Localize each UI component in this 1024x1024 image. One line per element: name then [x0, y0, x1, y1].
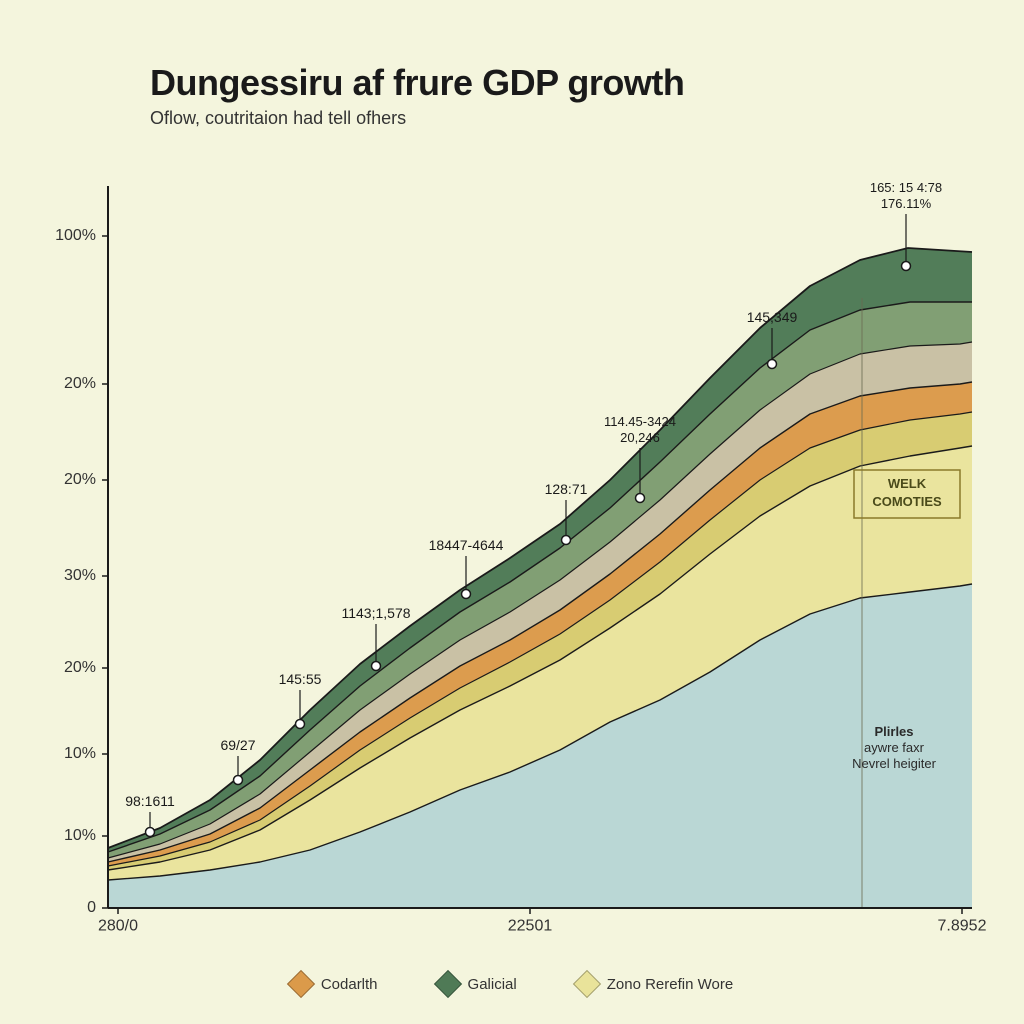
area-chart: 0 10% 10% 20% 30% 20% 20% 100% 280/0 22501 7.8952 9…	[0, 0, 1024, 1024]
inline-annotation: Nevrel heigiter	[852, 756, 936, 771]
y-tick-label: 20%	[64, 471, 96, 488]
legend-swatch	[287, 970, 315, 998]
legend-item: Zono Rerefin Wore	[577, 974, 733, 994]
y-tick-label: 10%	[64, 745, 96, 762]
legend-swatch	[573, 970, 601, 998]
marker-label: 20,246	[620, 430, 660, 445]
x-tick-label: 22501	[508, 917, 553, 934]
data-marker	[636, 494, 645, 503]
legend: Codarlth Galicial Zono Rerefin Wore	[0, 974, 1024, 994]
marker-label: 18447-4644	[429, 537, 504, 553]
data-marker	[768, 360, 777, 369]
callout-box-text: WELK	[888, 476, 927, 491]
y-tick-label: 20%	[64, 375, 96, 392]
data-marker	[562, 536, 571, 545]
x-tick-label: 7.8952	[938, 917, 987, 934]
marker-label: 145,349	[747, 309, 798, 325]
data-marker	[296, 720, 305, 729]
legend-item: Galicial	[438, 974, 517, 994]
marker-label: 69/27	[220, 737, 255, 753]
marker-label: 1143;1,578	[341, 605, 410, 621]
marker-label: 165: 15 4:78	[870, 180, 942, 195]
legend-item: Codarlth	[291, 974, 378, 994]
inline-annotation: aywre faxr	[864, 740, 925, 755]
x-tick-label: 280/0	[98, 917, 138, 934]
legend-label: Zono Rerefin Wore	[607, 976, 733, 993]
legend-label: Codarlth	[321, 976, 378, 993]
data-marker	[462, 590, 471, 599]
inline-annotation: Plirles	[874, 724, 913, 739]
y-tick-label: 30%	[64, 567, 96, 584]
y-tick-label: 10%	[64, 827, 96, 844]
data-marker	[146, 828, 155, 837]
marker-label: 145:55	[279, 671, 322, 687]
data-marker	[902, 262, 911, 271]
marker-label: 98:1611	[125, 793, 175, 809]
marker-label: 114.45-3424	[604, 414, 676, 429]
chart-container: Dungessiru af frure GDP growth Oflow, co…	[0, 0, 1024, 1024]
marker-label: 128:71	[545, 481, 588, 497]
y-tick-label: 20%	[64, 659, 96, 676]
data-marker	[372, 662, 381, 671]
legend-swatch	[433, 970, 461, 998]
y-tick-label: 0	[87, 899, 96, 916]
legend-label: Galicial	[468, 976, 517, 993]
callout-box-text: COMOTIES	[872, 494, 942, 509]
marker-label: 176.11%	[881, 196, 932, 211]
y-tick-label: 100%	[55, 227, 96, 244]
data-marker	[234, 776, 243, 785]
